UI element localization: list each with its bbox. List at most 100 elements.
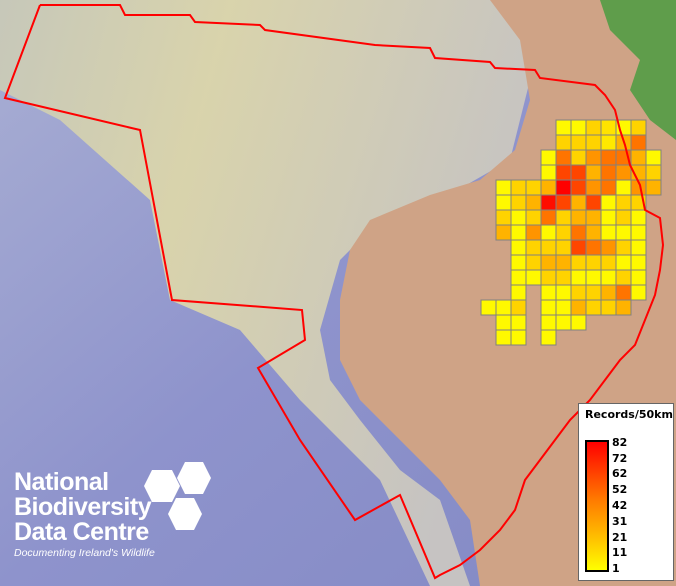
grid-cell[interactable] xyxy=(600,209,617,226)
grid-cell[interactable] xyxy=(600,269,617,286)
grid-cell[interactable] xyxy=(540,149,557,166)
grid-cell[interactable] xyxy=(585,254,602,271)
grid-cell[interactable] xyxy=(570,209,587,226)
grid-cell[interactable] xyxy=(510,329,527,346)
grid-cell[interactable] xyxy=(540,209,557,226)
grid-cell[interactable] xyxy=(630,254,647,271)
grid-cell[interactable] xyxy=(510,239,527,256)
grid-cell[interactable] xyxy=(600,119,617,136)
grid-cell[interactable] xyxy=(525,239,542,256)
grid-cell[interactable] xyxy=(600,254,617,271)
grid-cell[interactable] xyxy=(585,239,602,256)
grid-cell[interactable] xyxy=(480,299,497,316)
grid-cell[interactable] xyxy=(600,239,617,256)
grid-cell[interactable] xyxy=(540,269,557,286)
grid-cell[interactable] xyxy=(540,284,557,301)
grid-cell[interactable] xyxy=(585,284,602,301)
grid-cell[interactable] xyxy=(585,299,602,316)
grid-cell[interactable] xyxy=(555,239,572,256)
grid-cell[interactable] xyxy=(540,239,557,256)
grid-cell[interactable] xyxy=(555,119,572,136)
grid-cell[interactable] xyxy=(630,134,647,151)
grid-cell[interactable] xyxy=(600,134,617,151)
grid-cell[interactable] xyxy=(495,179,512,196)
grid-cell[interactable] xyxy=(555,134,572,151)
grid-cell[interactable] xyxy=(570,119,587,136)
grid-cell[interactable] xyxy=(630,149,647,166)
grid-cell[interactable] xyxy=(585,179,602,196)
grid-cell[interactable] xyxy=(525,179,542,196)
grid-cell[interactable] xyxy=(510,224,527,241)
grid-cell[interactable] xyxy=(585,269,602,286)
grid-cell[interactable] xyxy=(555,284,572,301)
grid-cell[interactable] xyxy=(615,194,632,211)
grid-cell[interactable] xyxy=(600,179,617,196)
grid-cell[interactable] xyxy=(510,209,527,226)
grid-cell[interactable] xyxy=(585,209,602,226)
grid-cell[interactable] xyxy=(630,239,647,256)
grid-cell[interactable] xyxy=(525,224,542,241)
grid-cell[interactable] xyxy=(495,224,512,241)
grid-cell[interactable] xyxy=(510,179,527,196)
grid-cell[interactable] xyxy=(525,269,542,286)
grid-cell[interactable] xyxy=(630,284,647,301)
grid-cell[interactable] xyxy=(525,194,542,211)
grid-cell[interactable] xyxy=(585,134,602,151)
grid-cell[interactable] xyxy=(615,284,632,301)
grid-cell[interactable] xyxy=(525,254,542,271)
grid-cell[interactable] xyxy=(585,224,602,241)
grid-cell[interactable] xyxy=(540,329,557,346)
grid-cell[interactable] xyxy=(555,299,572,316)
grid-cell[interactable] xyxy=(600,194,617,211)
grid-cell[interactable] xyxy=(495,209,512,226)
grid-cell[interactable] xyxy=(615,254,632,271)
grid-cell[interactable] xyxy=(585,119,602,136)
grid-cell[interactable] xyxy=(495,194,512,211)
grid-cell[interactable] xyxy=(495,329,512,346)
grid-cell[interactable] xyxy=(570,179,587,196)
grid-cell[interactable] xyxy=(600,149,617,166)
grid-cell[interactable] xyxy=(570,194,587,211)
grid-cell[interactable] xyxy=(570,134,587,151)
grid-cell[interactable] xyxy=(510,284,527,301)
grid-cell[interactable] xyxy=(540,164,557,181)
grid-cell[interactable] xyxy=(585,194,602,211)
grid-cell[interactable] xyxy=(645,164,662,181)
grid-cell[interactable] xyxy=(615,179,632,196)
grid-cell[interactable] xyxy=(555,179,572,196)
grid-cell[interactable] xyxy=(540,224,557,241)
grid-cell[interactable] xyxy=(540,179,557,196)
grid-cell[interactable] xyxy=(540,194,557,211)
grid-cell[interactable] xyxy=(555,269,572,286)
grid-cell[interactable] xyxy=(510,254,527,271)
grid-cell[interactable] xyxy=(495,314,512,331)
grid-cell[interactable] xyxy=(510,299,527,316)
grid-cell[interactable] xyxy=(555,224,572,241)
grid-cell[interactable] xyxy=(615,224,632,241)
grid-cell[interactable] xyxy=(510,269,527,286)
grid-cell[interactable] xyxy=(510,314,527,331)
grid-cell[interactable] xyxy=(615,239,632,256)
grid-cell[interactable] xyxy=(600,224,617,241)
grid-cell[interactable] xyxy=(630,209,647,226)
grid-cell[interactable] xyxy=(525,209,542,226)
grid-cell[interactable] xyxy=(540,299,557,316)
grid-cell[interactable] xyxy=(570,269,587,286)
grid-cell[interactable] xyxy=(570,284,587,301)
grid-cell[interactable] xyxy=(540,254,557,271)
grid-cell[interactable] xyxy=(510,194,527,211)
grid-cell[interactable] xyxy=(585,149,602,166)
grid-cell[interactable] xyxy=(570,164,587,181)
grid-cell[interactable] xyxy=(555,164,572,181)
grid-cell[interactable] xyxy=(570,224,587,241)
grid-cell[interactable] xyxy=(570,299,587,316)
grid-cell[interactable] xyxy=(570,314,587,331)
grid-cell[interactable] xyxy=(555,254,572,271)
grid-cell[interactable] xyxy=(615,299,632,316)
grid-cell[interactable] xyxy=(555,209,572,226)
grid-cell[interactable] xyxy=(600,299,617,316)
grid-cell[interactable] xyxy=(630,269,647,286)
grid-cell[interactable] xyxy=(645,149,662,166)
grid-cell[interactable] xyxy=(615,269,632,286)
grid-cell[interactable] xyxy=(540,314,557,331)
